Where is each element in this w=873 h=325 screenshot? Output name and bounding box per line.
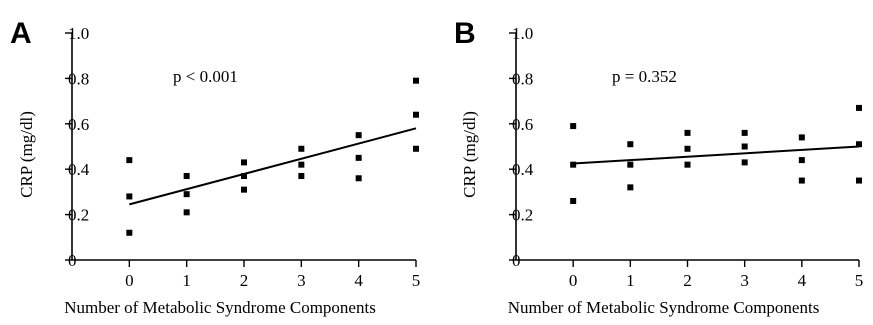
y-tick-label: 0.8: [68, 69, 89, 88]
data-point: [355, 132, 362, 139]
panel-letter: A: [10, 17, 32, 50]
y-tick-label: 0.6: [68, 115, 89, 134]
data-point: [355, 175, 362, 182]
data-point: [684, 161, 691, 168]
y-tick-label: 0.2: [68, 206, 89, 225]
regression-line: [129, 127, 417, 206]
x-tick-label: 4: [354, 271, 363, 290]
x-axis-title: Number of Metabolic Syndrome Components: [508, 298, 820, 317]
x-tick-label: 2: [683, 271, 692, 290]
panel-letter: B: [454, 17, 476, 50]
regression-line: [573, 145, 860, 165]
y-tick-label: 1.0: [512, 24, 533, 43]
data-point: [741, 143, 748, 150]
data-point: [856, 177, 862, 184]
chart-panel-b: 0 0.2 0.4 0.6 0.8 1.0 0 1 2 3 4 5 Number of Metaboli…: [454, 17, 863, 317]
data-point: [413, 145, 419, 152]
x-tick-label: 2: [240, 271, 249, 290]
y-tick-label: 0.4: [512, 160, 534, 179]
y-tick-label: 0.8: [512, 69, 533, 88]
y-tick-label: 0: [512, 251, 521, 270]
x-tick-label: 0: [569, 271, 578, 290]
data-point: [798, 157, 805, 164]
data-point: [241, 186, 247, 193]
y-tick-label: 0: [68, 251, 77, 270]
x-tick-label: 3: [297, 271, 306, 290]
data-point: [627, 161, 634, 168]
data-point: [413, 111, 419, 118]
data-point: [298, 161, 305, 168]
x-tick-label: 4: [798, 271, 807, 290]
y-tick-label: 0.6: [512, 115, 533, 134]
x-tick-label: 1: [182, 271, 191, 290]
data-point: [798, 177, 805, 184]
y-tick-label: 0.2: [512, 206, 533, 225]
data-point: [627, 184, 634, 191]
x-axis-title: Number of Metabolic Syndrome Components: [64, 298, 376, 317]
data-point: [183, 191, 190, 198]
data-point: [570, 123, 577, 130]
data-point: [684, 145, 691, 152]
x-tick-label: 1: [626, 271, 635, 290]
data-point: [856, 104, 862, 111]
y-tick-label: 1.0: [68, 24, 89, 43]
p-value-annotation: p = 0.352: [612, 67, 677, 86]
data-point: [241, 159, 247, 166]
data-point: [627, 141, 634, 148]
data-point: [298, 145, 305, 152]
y-axis-title: CRP (mg/dl): [17, 111, 36, 198]
x-tick-label: 5: [855, 271, 864, 290]
data-point: [298, 173, 305, 180]
data-point: [741, 159, 748, 166]
data-point: [126, 193, 133, 200]
x-tick-label: 3: [740, 271, 749, 290]
data-point: [241, 173, 247, 180]
data-point: [570, 161, 577, 168]
x-tick-label: 0: [125, 271, 134, 290]
chart-panel-a: 0 0.2 0.4 0.6 0.8 1.0 0 1 2 3 4 5 Number of Metaboli…: [10, 17, 420, 317]
data-point: [126, 157, 133, 164]
y-axis-title: CRP (mg/dl): [460, 111, 479, 198]
data-point: [355, 154, 362, 161]
data-point: [741, 129, 748, 136]
data-point: [183, 209, 190, 216]
data-point: [856, 141, 862, 148]
data-point: [183, 173, 190, 180]
y-tick-label: 0.4: [68, 160, 90, 179]
data-point: [684, 129, 691, 136]
data-point: [570, 197, 577, 204]
x-tick-label: 5: [412, 271, 421, 290]
p-value-annotation: p < 0.001: [173, 67, 238, 86]
data-point: [126, 229, 133, 236]
data-point: [798, 134, 805, 141]
data-point: [413, 77, 419, 84]
